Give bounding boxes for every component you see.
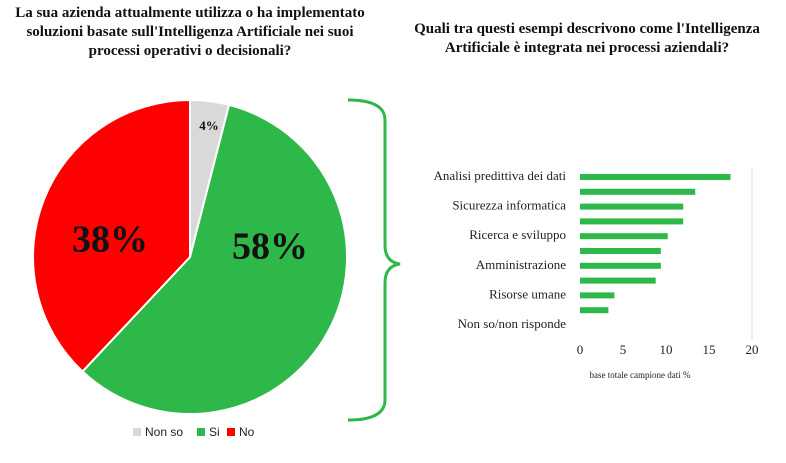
slice-label: 58% — [232, 226, 308, 268]
legend-swatch — [133, 428, 141, 436]
bar — [580, 174, 731, 180]
bar — [580, 292, 615, 299]
bar — [580, 277, 656, 284]
x-axis-label: base totale campione dati % — [590, 370, 691, 380]
x-tick-label: 10 — [660, 342, 673, 357]
legend-label: No — [239, 425, 255, 439]
category-label: Sicurezza informatica — [452, 198, 566, 213]
category-label: Risorse umane — [489, 286, 566, 301]
bar — [580, 233, 668, 240]
bar — [580, 307, 609, 314]
bracket — [347, 98, 401, 422]
pie-slice — [81, 103, 348, 415]
category-label: Ricerca e sviluppo — [469, 227, 566, 242]
x-tick-label: 20 — [746, 342, 759, 357]
x-tick-label: 0 — [577, 342, 584, 357]
category-label: Non so/non risponde — [458, 316, 567, 331]
pie-slice — [32, 98, 191, 373]
bar — [580, 248, 661, 254]
x-tick-label: 5 — [620, 342, 627, 357]
legend-label: Non so — [145, 425, 183, 439]
bar — [580, 188, 696, 195]
legend-swatch — [197, 428, 205, 436]
legend-label: Si — [209, 425, 220, 439]
bar — [580, 262, 661, 269]
slice-label: 4% — [199, 118, 219, 133]
bar — [580, 203, 684, 210]
bar-title: Quali tra questi esempi descrivono come … — [414, 21, 760, 56]
slice-label: 38% — [72, 219, 148, 261]
bar — [580, 218, 684, 225]
x-tick-label: 15 — [703, 342, 716, 357]
category-label: Amministrazione — [476, 257, 566, 272]
legend-swatch — [227, 428, 235, 436]
pie-title: La sua azienda attualmente utilizza o ha… — [15, 5, 365, 59]
category-label: Analisi predittiva dei dati — [434, 168, 567, 183]
